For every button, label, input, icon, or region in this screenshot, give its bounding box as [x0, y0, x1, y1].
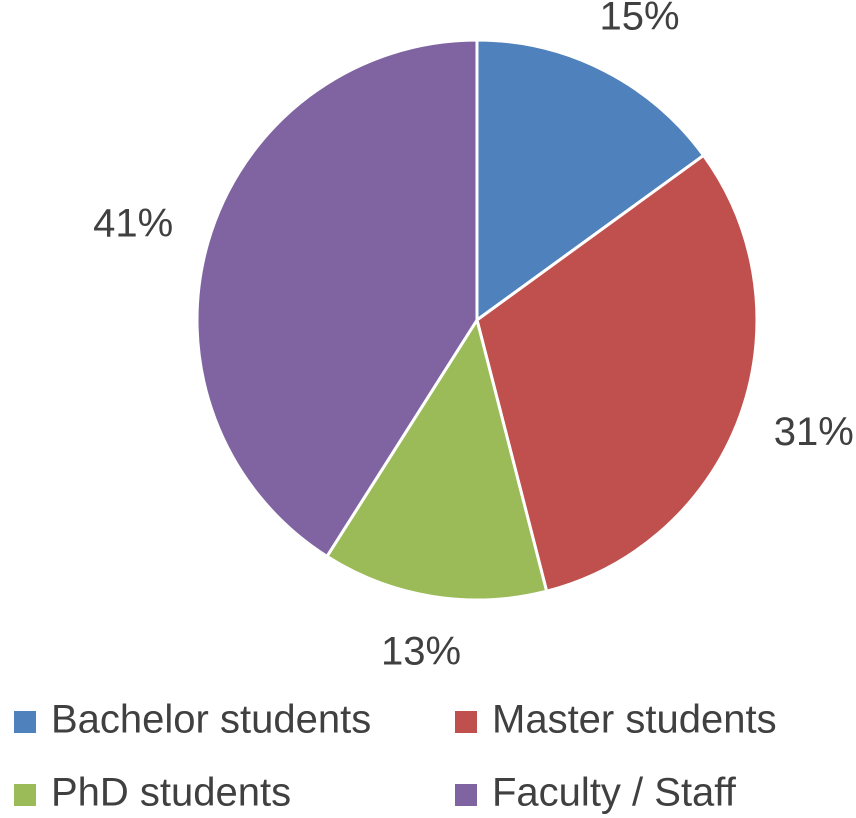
data-label: 31% — [774, 410, 854, 454]
pie-slice — [195, 38, 479, 559]
pie-slice — [475, 153, 759, 594]
data-label: 13% — [381, 629, 461, 673]
data-label: 41% — [93, 201, 173, 245]
legend-swatch — [14, 784, 36, 806]
legend-swatch — [455, 711, 477, 733]
data-label: 15% — [599, 0, 679, 38]
legend-swatch — [455, 784, 477, 806]
legend-label: Bachelor students — [51, 698, 371, 742]
legend-label: PhD students — [51, 771, 291, 815]
pie-slice — [475, 38, 706, 323]
legend-label: Master students — [492, 698, 777, 742]
pie-slice — [324, 316, 549, 602]
legend-label: Faculty / Staff — [492, 771, 737, 815]
legend-swatch — [14, 711, 36, 733]
